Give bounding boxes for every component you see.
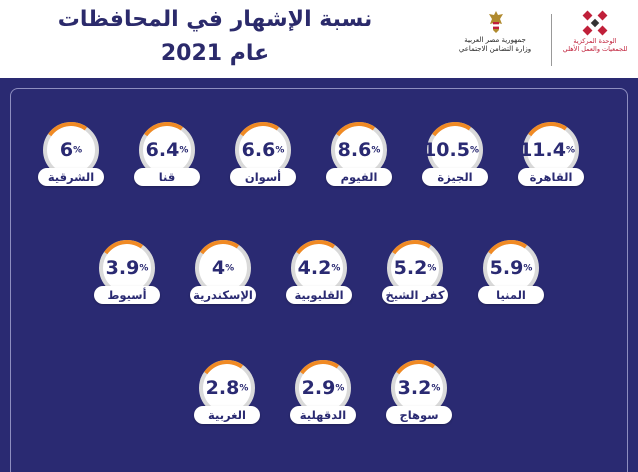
governorate-name: الدقهلية [290, 406, 356, 424]
governorate-name: قنا [134, 168, 200, 186]
percent-sign: % [331, 263, 341, 274]
governorate-card: 4.2% القليوبية [286, 235, 352, 330]
governorate-name: المنيا [478, 286, 544, 304]
governorate-percentage: 10.5% [423, 132, 479, 168]
logo-divider [551, 14, 552, 66]
percentage-value: 4 [211, 257, 226, 279]
governorate-name: كفر الشيخ [382, 286, 448, 304]
percentage-value: 10.5 [423, 139, 470, 161]
percent-sign: % [275, 145, 285, 156]
governorate-percentage: 11.4% [519, 132, 575, 168]
governorate-name: الغربية [194, 406, 260, 424]
percent-sign: % [179, 145, 189, 156]
percent-sign: % [139, 263, 149, 274]
governorate-percentage: 4.2% [295, 250, 343, 286]
ministry-country-text: جمهورية مصر العربية [464, 36, 526, 44]
governorate-percentage: 2.8% [203, 370, 251, 406]
logos: الوحدة المركزية للجمعيات والعمل الأهلي ج… [430, 10, 630, 70]
governorate-percentage: 6.6% [239, 132, 287, 168]
governorate-card: 3.9% أسيوط [94, 235, 160, 330]
percentage-value: 2.8 [205, 377, 240, 399]
governorate-name: الشرقية [38, 168, 104, 186]
governorate-name: الإسكندرية [190, 286, 256, 304]
governorate-card: 10.5% الجيزة [422, 117, 488, 212]
governorate-name: الجيزة [422, 168, 488, 186]
governorate-card: 6.6% أسوان [230, 117, 296, 212]
governorate-name: الفيوم [326, 168, 392, 186]
percent-sign: % [335, 383, 345, 394]
governorate-card: 8.6% الفيوم [326, 117, 392, 212]
page-title: نسبة الإشهار في المحافظات [57, 7, 373, 32]
percentage-value: 3.2 [397, 377, 432, 399]
percent-sign: % [239, 383, 249, 394]
governorate-percentage: 6% [47, 132, 95, 168]
governorate-name: القليوبية [286, 286, 352, 304]
governorate-name: أسيوط [94, 286, 160, 304]
percentage-value: 11.4 [519, 139, 566, 161]
percentage-value: 4.2 [297, 257, 332, 279]
percent-sign: % [431, 383, 441, 394]
percentage-value: 3.9 [105, 257, 140, 279]
governorate-percentage: 2.9% [299, 370, 347, 406]
percent-sign: % [469, 145, 479, 156]
governorate-card: 2.8% الغربية [194, 355, 260, 450]
governorate-card: 6.4% قنا [134, 117, 200, 212]
governorate-card: 5.9% المنيا [478, 235, 544, 330]
governorate-name: القاهرة [518, 168, 584, 186]
governorate-percentage: 5.9% [487, 250, 535, 286]
governorate-percentage: 5.2% [391, 250, 439, 286]
governorate-name: أسوان [230, 168, 296, 186]
percentage-value: 6.4 [145, 139, 180, 161]
governorate-percentage: 3.9% [103, 250, 151, 286]
header: نسبة الإشهار في المحافظات عام 2021 الوحد… [0, 0, 638, 78]
eagle-emblem-icon [489, 11, 503, 33]
governorate-percentage: 8.6% [335, 132, 383, 168]
percentage-value: 5.2 [393, 257, 428, 279]
stats-panel-frame [10, 88, 628, 472]
governorate-percentage: 4% [199, 250, 247, 286]
governorate-card: 4% الإسكندرية [190, 235, 256, 330]
ministry-logo-text: جمهورية مصر العربية وزارة التضامن الاجتم… [450, 36, 540, 54]
ministry-name-text: وزارة التضامن الاجتماعي [458, 45, 532, 53]
central-unit-logo-text: الوحدة المركزية للجمعيات والعمل الأهلي [562, 37, 628, 53]
governorate-percentage: 3.2% [395, 370, 443, 406]
central-unit-logo: الوحدة المركزية للجمعيات والعمل الأهلي [560, 10, 630, 70]
governorate-card: 5.2% كفر الشيخ [382, 235, 448, 330]
governorate-name: سوهاج [386, 406, 452, 424]
governorate-card: 2.9% الدقهلية [290, 355, 356, 450]
percent-sign: % [225, 263, 235, 274]
percentage-value: 6 [59, 139, 74, 161]
central-unit-emblem-icon [582, 10, 608, 36]
percent-sign: % [427, 263, 437, 274]
percentage-value: 6.6 [241, 139, 276, 161]
governorate-card: 11.4% القاهرة [518, 117, 584, 212]
ministry-logo: جمهورية مصر العربية وزارة التضامن الاجتم… [450, 10, 540, 70]
percentage-value: 2.9 [301, 377, 336, 399]
page-subtitle-year: عام 2021 [160, 41, 270, 66]
percentage-value: 5.9 [489, 257, 524, 279]
governorate-card: 6% الشرقية [38, 117, 104, 212]
percent-sign: % [523, 263, 533, 274]
percent-sign: % [565, 145, 575, 156]
percentage-value: 8.6 [337, 139, 372, 161]
percent-sign: % [371, 145, 381, 156]
governorate-card: 3.2% سوهاج [386, 355, 452, 450]
governorate-percentage: 6.4% [143, 132, 191, 168]
percent-sign: % [73, 145, 83, 156]
